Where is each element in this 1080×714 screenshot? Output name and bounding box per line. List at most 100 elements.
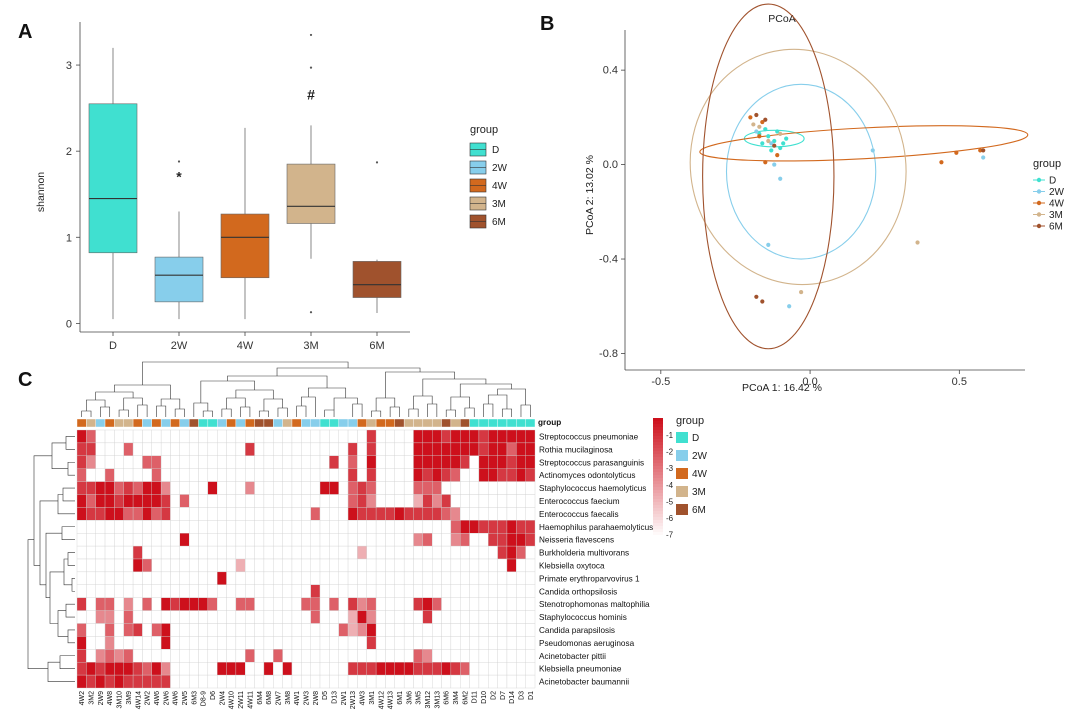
heatmap-cell	[338, 674, 349, 689]
dendrogram-branch	[51, 442, 68, 469]
point-3M	[766, 138, 771, 144]
heatmap-cell	[198, 507, 209, 521]
pcoa-x-tick-label: -0.5	[651, 376, 670, 388]
heatmap-cell	[235, 636, 246, 650]
color-scale-step	[653, 487, 663, 491]
heatmap-cell	[104, 533, 115, 547]
heatmap-cell	[132, 571, 143, 585]
heatmap-cell	[441, 429, 452, 444]
dendrogram-branch	[483, 403, 494, 417]
heatmap-cell	[525, 662, 536, 676]
group-cell-D	[497, 418, 508, 428]
heatmap-cell	[329, 597, 339, 611]
heatmap-cell	[104, 494, 115, 508]
group-cell-3M	[450, 418, 461, 428]
heatmap-cell	[385, 481, 395, 495]
point-3M	[799, 289, 804, 295]
heatmap-cell	[525, 597, 536, 611]
point-D	[778, 145, 783, 151]
heatmap-cell	[76, 429, 87, 444]
heatmap-cell	[151, 533, 162, 547]
heatmap-cell	[188, 597, 199, 611]
color-scale-step	[653, 436, 663, 440]
heatmap-cell	[198, 649, 209, 663]
heatmap-cell	[160, 610, 171, 624]
heatmap-cell	[291, 545, 302, 560]
heatmap-cell	[488, 610, 498, 624]
heatmap-cell	[422, 597, 433, 611]
heatmap-cell	[422, 455, 433, 469]
column-label: 3M10	[117, 691, 124, 709]
heatmap-cell	[497, 623, 508, 637]
heatmap-cell	[319, 468, 330, 482]
heatmap-cell	[179, 533, 190, 547]
heatmap-cell	[516, 610, 526, 624]
heatmap-cell	[76, 455, 87, 469]
color-scale-step	[653, 514, 663, 518]
color-scale-step	[653, 469, 663, 473]
heatmap-cell	[375, 636, 386, 650]
point-4W	[763, 160, 768, 165]
heatmap-cell	[273, 636, 283, 650]
heatmap-cell	[132, 455, 143, 469]
heatmap-cell	[319, 571, 330, 585]
heatmap-cell	[254, 610, 265, 624]
heatmap-cell	[506, 610, 517, 624]
heatmap-cell	[338, 494, 349, 508]
legend-key-3M	[676, 486, 688, 497]
heatmap-cell	[151, 674, 162, 689]
heatmap-cell	[226, 584, 237, 598]
heatmap-cell	[441, 494, 452, 508]
heatmap-cell	[217, 610, 227, 624]
dendrogram-branch	[413, 395, 433, 409]
heatmap-cell	[76, 494, 87, 508]
heatmap-cell	[114, 468, 124, 482]
heatmap-cell	[375, 610, 386, 624]
color-scale-step	[653, 529, 663, 533]
heatmap-cell	[469, 533, 480, 547]
heatmap-cell	[347, 442, 358, 456]
heatmap-cell	[104, 481, 115, 495]
color-scale-tick: -1	[666, 431, 674, 440]
heatmap-cell	[375, 674, 386, 689]
heatmap-cell	[525, 520, 536, 534]
heatmap-cell	[273, 533, 283, 547]
heatmap-cell	[226, 623, 237, 637]
heatmap-cell	[497, 571, 508, 585]
heatmap-cell	[86, 597, 96, 611]
heatmap-cell	[76, 636, 87, 650]
heatmap-cell	[217, 442, 227, 456]
heatmap-cell	[422, 545, 433, 560]
heatmap-cell	[282, 533, 293, 547]
heatmap-cell	[329, 455, 339, 469]
heatmap-cell	[329, 662, 339, 676]
dendrogram-branch	[142, 361, 349, 385]
heatmap-cell	[207, 520, 218, 534]
point-4W	[775, 153, 780, 158]
heatmap-cell	[450, 597, 461, 611]
heatmap-cell	[432, 623, 442, 637]
dendrogram-branch	[160, 398, 181, 409]
column-label: 4W6	[173, 691, 180, 706]
column-label: 3M2	[89, 691, 96, 705]
column-label: 6M8	[266, 691, 273, 705]
dendrogram-branch	[371, 410, 382, 417]
heatmap-cell	[478, 442, 489, 456]
heatmap-cell	[347, 455, 358, 469]
heatmap-cell	[104, 571, 115, 585]
heatmap-cell	[329, 558, 339, 573]
heatmap-cell	[301, 507, 311, 521]
group-cell-D	[516, 418, 526, 428]
heatmap-cell	[226, 674, 237, 689]
heatmap-cell	[235, 584, 246, 598]
heatmap-cell	[160, 636, 171, 650]
heatmap-cell	[329, 610, 339, 624]
heatmap-cell	[76, 623, 87, 637]
group-cell-2W	[310, 418, 321, 428]
column-label: 3M5	[416, 691, 423, 705]
heatmap-cell	[132, 468, 143, 482]
heatmap-cell	[151, 520, 162, 534]
heatmap-cell	[142, 507, 152, 521]
heatmap-cell	[488, 494, 498, 508]
heatmap-cell	[151, 455, 162, 469]
